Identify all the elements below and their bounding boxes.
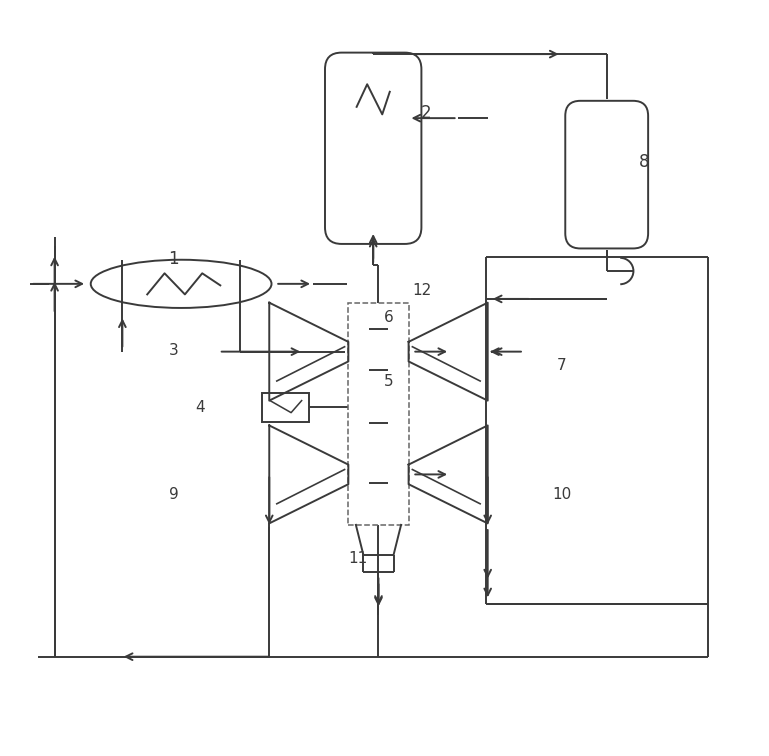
Text: 3: 3 [168,343,178,358]
Text: 2: 2 [421,104,431,122]
Text: 7: 7 [557,358,566,373]
Text: 10: 10 [552,487,571,501]
Bar [262,393,309,422]
Text: 6: 6 [384,309,393,324]
Text: 12: 12 [412,284,431,298]
Text: 5: 5 [384,373,393,389]
Text: 9: 9 [168,487,178,501]
Bar [348,302,408,525]
Text: 4: 4 [195,400,205,415]
Text: 8: 8 [639,153,650,171]
Text: 1: 1 [168,249,179,268]
Text: 11: 11 [348,550,368,565]
